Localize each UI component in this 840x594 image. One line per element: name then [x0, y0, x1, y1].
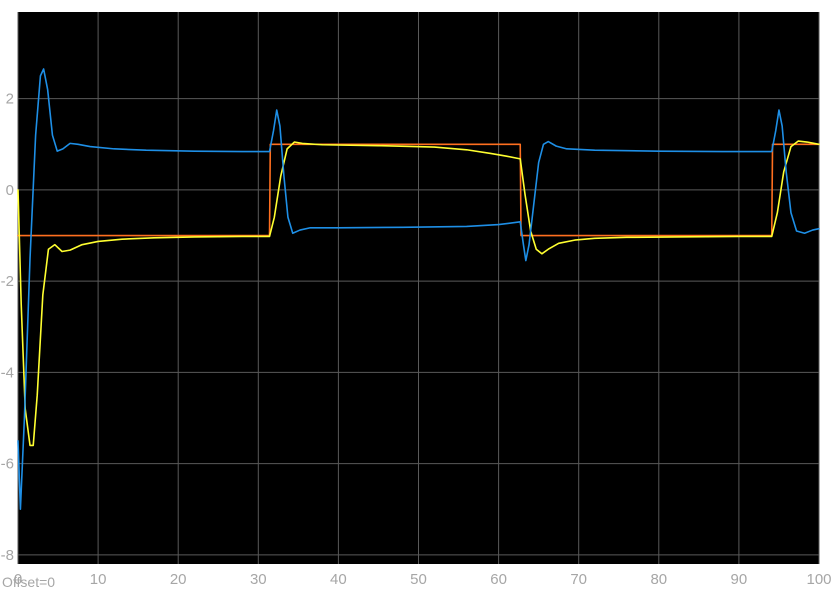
y-tick-label: -2 — [1, 273, 14, 290]
offset-label: Offset=0 — [2, 574, 55, 590]
y-tick-label: -4 — [1, 364, 14, 381]
y-tick-label: -8 — [1, 547, 14, 564]
series-line-2 — [17, 140, 820, 447]
x-tick-label: 40 — [330, 571, 347, 588]
series-line-1 — [17, 143, 820, 237]
x-tick-label: 30 — [250, 571, 267, 588]
x-tick-label: 90 — [731, 571, 748, 588]
x-tick-label: 10 — [90, 571, 107, 588]
y-tick-label: 2 — [6, 91, 14, 108]
grid-lines — [17, 12, 820, 564]
x-tick-label: 60 — [490, 571, 507, 588]
series-line-3 — [17, 68, 820, 511]
x-tick-label: 80 — [650, 571, 667, 588]
y-tick-label: -6 — [1, 456, 14, 473]
x-tick-label: 70 — [570, 571, 587, 588]
x-tick-label: 0 — [14, 571, 22, 588]
x-tick-label: 20 — [170, 571, 187, 588]
tick-labels: 0 10 20 30 40 50 60 70 80 90 100 -8 -6 -4 -2 0 2 — [1, 91, 832, 588]
y-tick-label: 0 — [6, 182, 14, 199]
x-tick-label: 100 — [806, 571, 831, 588]
series-layer — [17, 68, 820, 511]
x-tick-label: 50 — [410, 571, 427, 588]
